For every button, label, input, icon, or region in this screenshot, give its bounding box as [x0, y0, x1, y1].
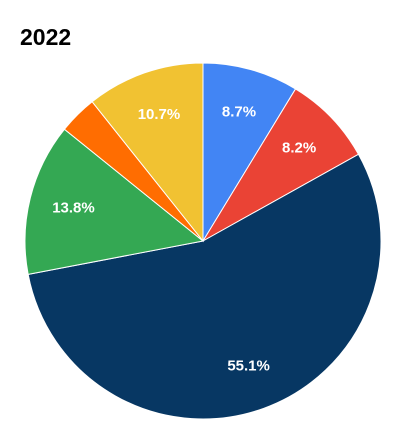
pie-slice	[24, 128, 205, 275]
slice-label: 55.1%	[227, 357, 270, 374]
pie-slice	[202, 62, 297, 243]
pie-slice	[27, 153, 382, 420]
slice-label: 8.7%	[222, 103, 256, 120]
slice-label: 8.2%	[282, 139, 316, 156]
pie-slice	[91, 62, 204, 243]
pie-slice	[201, 88, 360, 243]
slice-label: 10.7%	[138, 106, 181, 123]
chart-title: 2022	[20, 24, 71, 50]
slice-label: 13.8%	[52, 200, 95, 217]
